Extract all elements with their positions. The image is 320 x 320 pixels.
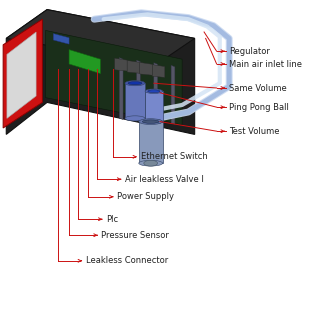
Polygon shape [127,60,140,73]
Ellipse shape [139,119,163,124]
Ellipse shape [145,89,163,93]
Text: Same Volume: Same Volume [229,84,287,92]
Ellipse shape [145,119,163,124]
Ellipse shape [148,90,160,92]
Polygon shape [154,63,158,123]
Polygon shape [152,65,165,77]
Text: Leakless Connector: Leakless Connector [86,256,168,265]
Text: Air leakless Valve I: Air leakless Valve I [125,175,204,184]
Ellipse shape [125,81,145,86]
Polygon shape [140,62,152,75]
Text: Main air inlet line: Main air inlet line [229,60,302,68]
Polygon shape [171,65,175,124]
Text: Pressure Sensor: Pressure Sensor [101,231,169,240]
Polygon shape [7,32,36,118]
Ellipse shape [144,160,158,166]
Polygon shape [137,60,140,121]
Bar [145,91,163,122]
Polygon shape [45,30,182,125]
Ellipse shape [142,120,159,123]
Polygon shape [6,10,195,134]
Ellipse shape [128,82,142,85]
Text: Power Supply: Power Supply [117,192,174,201]
Text: Ping Pong Ball: Ping Pong Ball [229,103,289,112]
Polygon shape [69,50,100,74]
Bar [125,83,145,118]
Bar [139,122,163,163]
Text: Plc: Plc [106,215,118,224]
Polygon shape [53,34,69,44]
Polygon shape [3,19,42,128]
Polygon shape [119,58,123,119]
Text: Ethernet Switch: Ethernet Switch [141,152,207,161]
Text: Test Volume: Test Volume [229,127,280,136]
Text: Regulator: Regulator [229,47,270,56]
Ellipse shape [139,160,163,166]
Polygon shape [6,10,195,64]
Ellipse shape [125,116,145,121]
Polygon shape [115,58,127,71]
